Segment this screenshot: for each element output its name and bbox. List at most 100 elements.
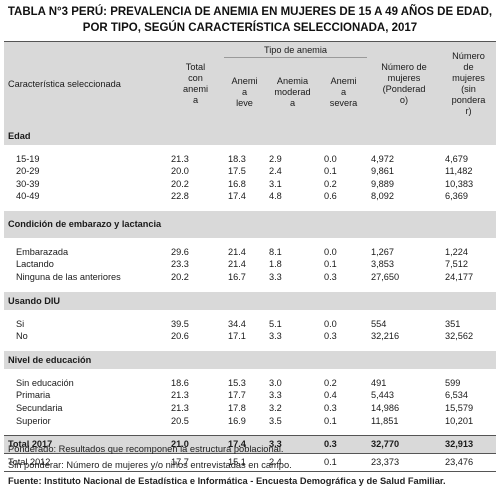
section-label: Nivel de educación [4, 351, 496, 369]
section-label: Usando DIU [4, 292, 496, 310]
cell-ponderado: 27,650 [367, 271, 441, 284]
header-ponderado: Número de mujeres (Ponderad o) [367, 42, 441, 127]
anemia-table: Característica seleccionada Total con anem… [4, 41, 496, 472]
cell-ponderado: 3,853 [367, 258, 441, 271]
cell-sin: 1,224 [441, 246, 496, 259]
cell-leve: 21.4 [224, 246, 265, 259]
cell-severa: 0.0 [320, 246, 367, 259]
cell-severa: 0.3 [320, 402, 367, 415]
cell-sin: 599 [441, 377, 496, 390]
header-sin-ponderar: Número de mujeres (sin pondera r) [441, 42, 496, 127]
cell-total: 20.6 [167, 330, 224, 343]
cell-sin: 11,482 [441, 165, 496, 178]
header-row: Característica seleccionada Total con anem… [4, 42, 496, 58]
cell-severa: 0.6 [320, 190, 367, 203]
cell-leve: 17.4 [224, 190, 265, 203]
cell-moderada: 3.5 [265, 415, 320, 428]
cell-total: 20.2 [167, 271, 224, 284]
cell-sin: 32,562 [441, 330, 496, 343]
row-label: Ninguna de las anteriores [4, 271, 167, 284]
table-row: Lactando 23.3 21.4 1.8 0.1 3,853 7,512 [4, 258, 496, 271]
cell-severa: 0.2 [320, 377, 367, 390]
cell-total: 20.5 [167, 415, 224, 428]
cell-total: 18.6 [167, 377, 224, 390]
cell-sin: 24,177 [441, 271, 496, 284]
cell-total: 22.8 [167, 190, 224, 203]
cell-moderada: 8.1 [265, 246, 320, 259]
table-row: 15-19 21.3 18.3 2.9 0.0 4,972 4,679 [4, 153, 496, 166]
note-fuente: Fuente: Instituto Nacional de Estadístic… [8, 473, 496, 486]
row-label: 40-49 [4, 190, 167, 203]
cell-ponderado: 1,267 [367, 246, 441, 259]
section-header: Usando DIU [4, 292, 496, 310]
cell-total: 20.0 [167, 165, 224, 178]
note-sin-ponderar: Sin ponderar: Número de mujeres y/o niño… [8, 457, 496, 473]
table-row: Primaria 21.3 17.7 3.3 0.4 5,443 6,534 [4, 389, 496, 402]
cell-sin: 10,383 [441, 178, 496, 191]
cell-moderada: 3.3 [265, 389, 320, 402]
row-label: Primaria [4, 389, 167, 402]
header-caracteristica: Característica seleccionada [4, 42, 167, 127]
cell-sin: 351 [441, 318, 496, 331]
cell-ponderado: 9,861 [367, 165, 441, 178]
header-tipo-anemia: Tipo de anemia [224, 42, 367, 58]
cell-severa: 0.1 [320, 415, 367, 428]
cell-moderada: 3.0 [265, 377, 320, 390]
cell-leve: 17.8 [224, 402, 265, 415]
cell-ponderado: 4,972 [367, 153, 441, 166]
cell-leve: 34.4 [224, 318, 265, 331]
table-row: Superior 20.5 16.9 3.5 0.1 11,851 10,201 [4, 415, 496, 428]
cell-leve: 16.7 [224, 271, 265, 284]
table-title-line-2: POR TIPO, SEGÚN CARACTERÍSTICA SELECCION… [0, 20, 500, 36]
cell-ponderado: 32,216 [367, 330, 441, 343]
table-row: 20-29 20.0 17.5 2.4 0.1 9,861 11,482 [4, 165, 496, 178]
section-label: Edad [4, 127, 496, 145]
cell-total: 21.3 [167, 402, 224, 415]
row-label: Superior [4, 415, 167, 428]
cell-sin: 15,579 [441, 402, 496, 415]
table-row: Secundaria 21.3 17.8 3.2 0.3 14,986 15,579 [4, 402, 496, 415]
cell-sin: 7,512 [441, 258, 496, 271]
cell-leve: 15.3 [224, 377, 265, 390]
cell-leve: 18.3 [224, 153, 265, 166]
cell-leve: 16.9 [224, 415, 265, 428]
cell-leve: 21.4 [224, 258, 265, 271]
section-label: Condición de embarazo y lactancia [4, 211, 496, 238]
cell-sin: 10,201 [441, 415, 496, 428]
cell-total: 21.3 [167, 389, 224, 402]
table-notes: Ponderado: Resultados que recomponen la … [8, 441, 496, 486]
cell-leve: 16.8 [224, 178, 265, 191]
cell-ponderado: 491 [367, 377, 441, 390]
row-label: No [4, 330, 167, 343]
cell-severa: 0.1 [320, 165, 367, 178]
row-label: 15-19 [4, 153, 167, 166]
cell-moderada: 4.8 [265, 190, 320, 203]
table-row: Embarazada 29.6 21.4 8.1 0.0 1,267 1,224 [4, 246, 496, 259]
cell-ponderado: 8,092 [367, 190, 441, 203]
row-label: Lactando [4, 258, 167, 271]
cell-total: 21.3 [167, 153, 224, 166]
cell-severa: 0.0 [320, 153, 367, 166]
table-row: Sin educación 18.6 15.3 3.0 0.2 491 599 [4, 377, 496, 390]
cell-leve: 17.7 [224, 389, 265, 402]
cell-sin: 6,369 [441, 190, 496, 203]
note-ponderado: Ponderado: Resultados que recomponen la … [8, 441, 496, 457]
section-header: Edad [4, 127, 496, 145]
header-leve: Anemi a leve [224, 58, 265, 127]
cell-severa: 0.0 [320, 318, 367, 331]
cell-total: 39.5 [167, 318, 224, 331]
header-severa: Anemi a severa [320, 58, 367, 127]
cell-moderada: 3.3 [265, 271, 320, 284]
header-total: Total con anemi a [167, 42, 224, 127]
cell-moderada: 3.3 [265, 330, 320, 343]
cell-severa: 0.3 [320, 271, 367, 284]
row-label: Sin educación [4, 377, 167, 390]
section-header: Nivel de educación [4, 351, 496, 369]
cell-total: 29.6 [167, 246, 224, 259]
cell-severa: 0.4 [320, 389, 367, 402]
anemia-table-container: Característica seleccionada Total con anem… [4, 41, 496, 472]
table-row: No 20.6 17.1 3.3 0.3 32,216 32,562 [4, 330, 496, 343]
cell-severa: 0.3 [320, 330, 367, 343]
table-row: 30-39 20.2 16.8 3.1 0.2 9,889 10,383 [4, 178, 496, 191]
row-label: Si [4, 318, 167, 331]
